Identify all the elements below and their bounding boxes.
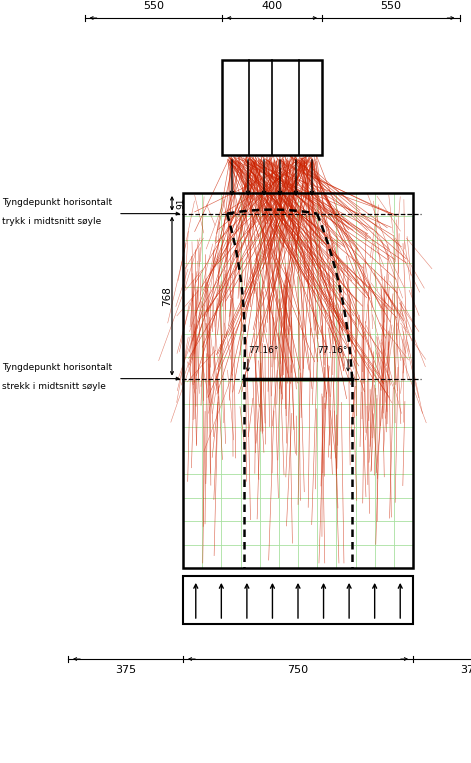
Text: strekk i midtsnitt søyle: strekk i midtsnitt søyle [2,382,106,391]
Text: 77.16°: 77.16° [317,346,348,355]
Text: 768: 768 [162,286,172,306]
Text: 91: 91 [176,198,185,209]
Text: Tyngdepunkt horisontalt: Tyngdepunkt horisontalt [2,198,112,207]
Text: 375: 375 [460,665,471,675]
Text: trykk i midtsnitt søyle: trykk i midtsnitt søyle [2,217,101,226]
Text: Tyngdepunkt horisontalt: Tyngdepunkt horisontalt [2,362,112,372]
Text: 400: 400 [261,1,283,11]
Text: 550: 550 [380,1,401,11]
Text: 375: 375 [115,665,136,675]
Text: 550: 550 [143,1,164,11]
Text: 77.16°: 77.16° [248,346,278,355]
Text: 750: 750 [287,665,309,675]
